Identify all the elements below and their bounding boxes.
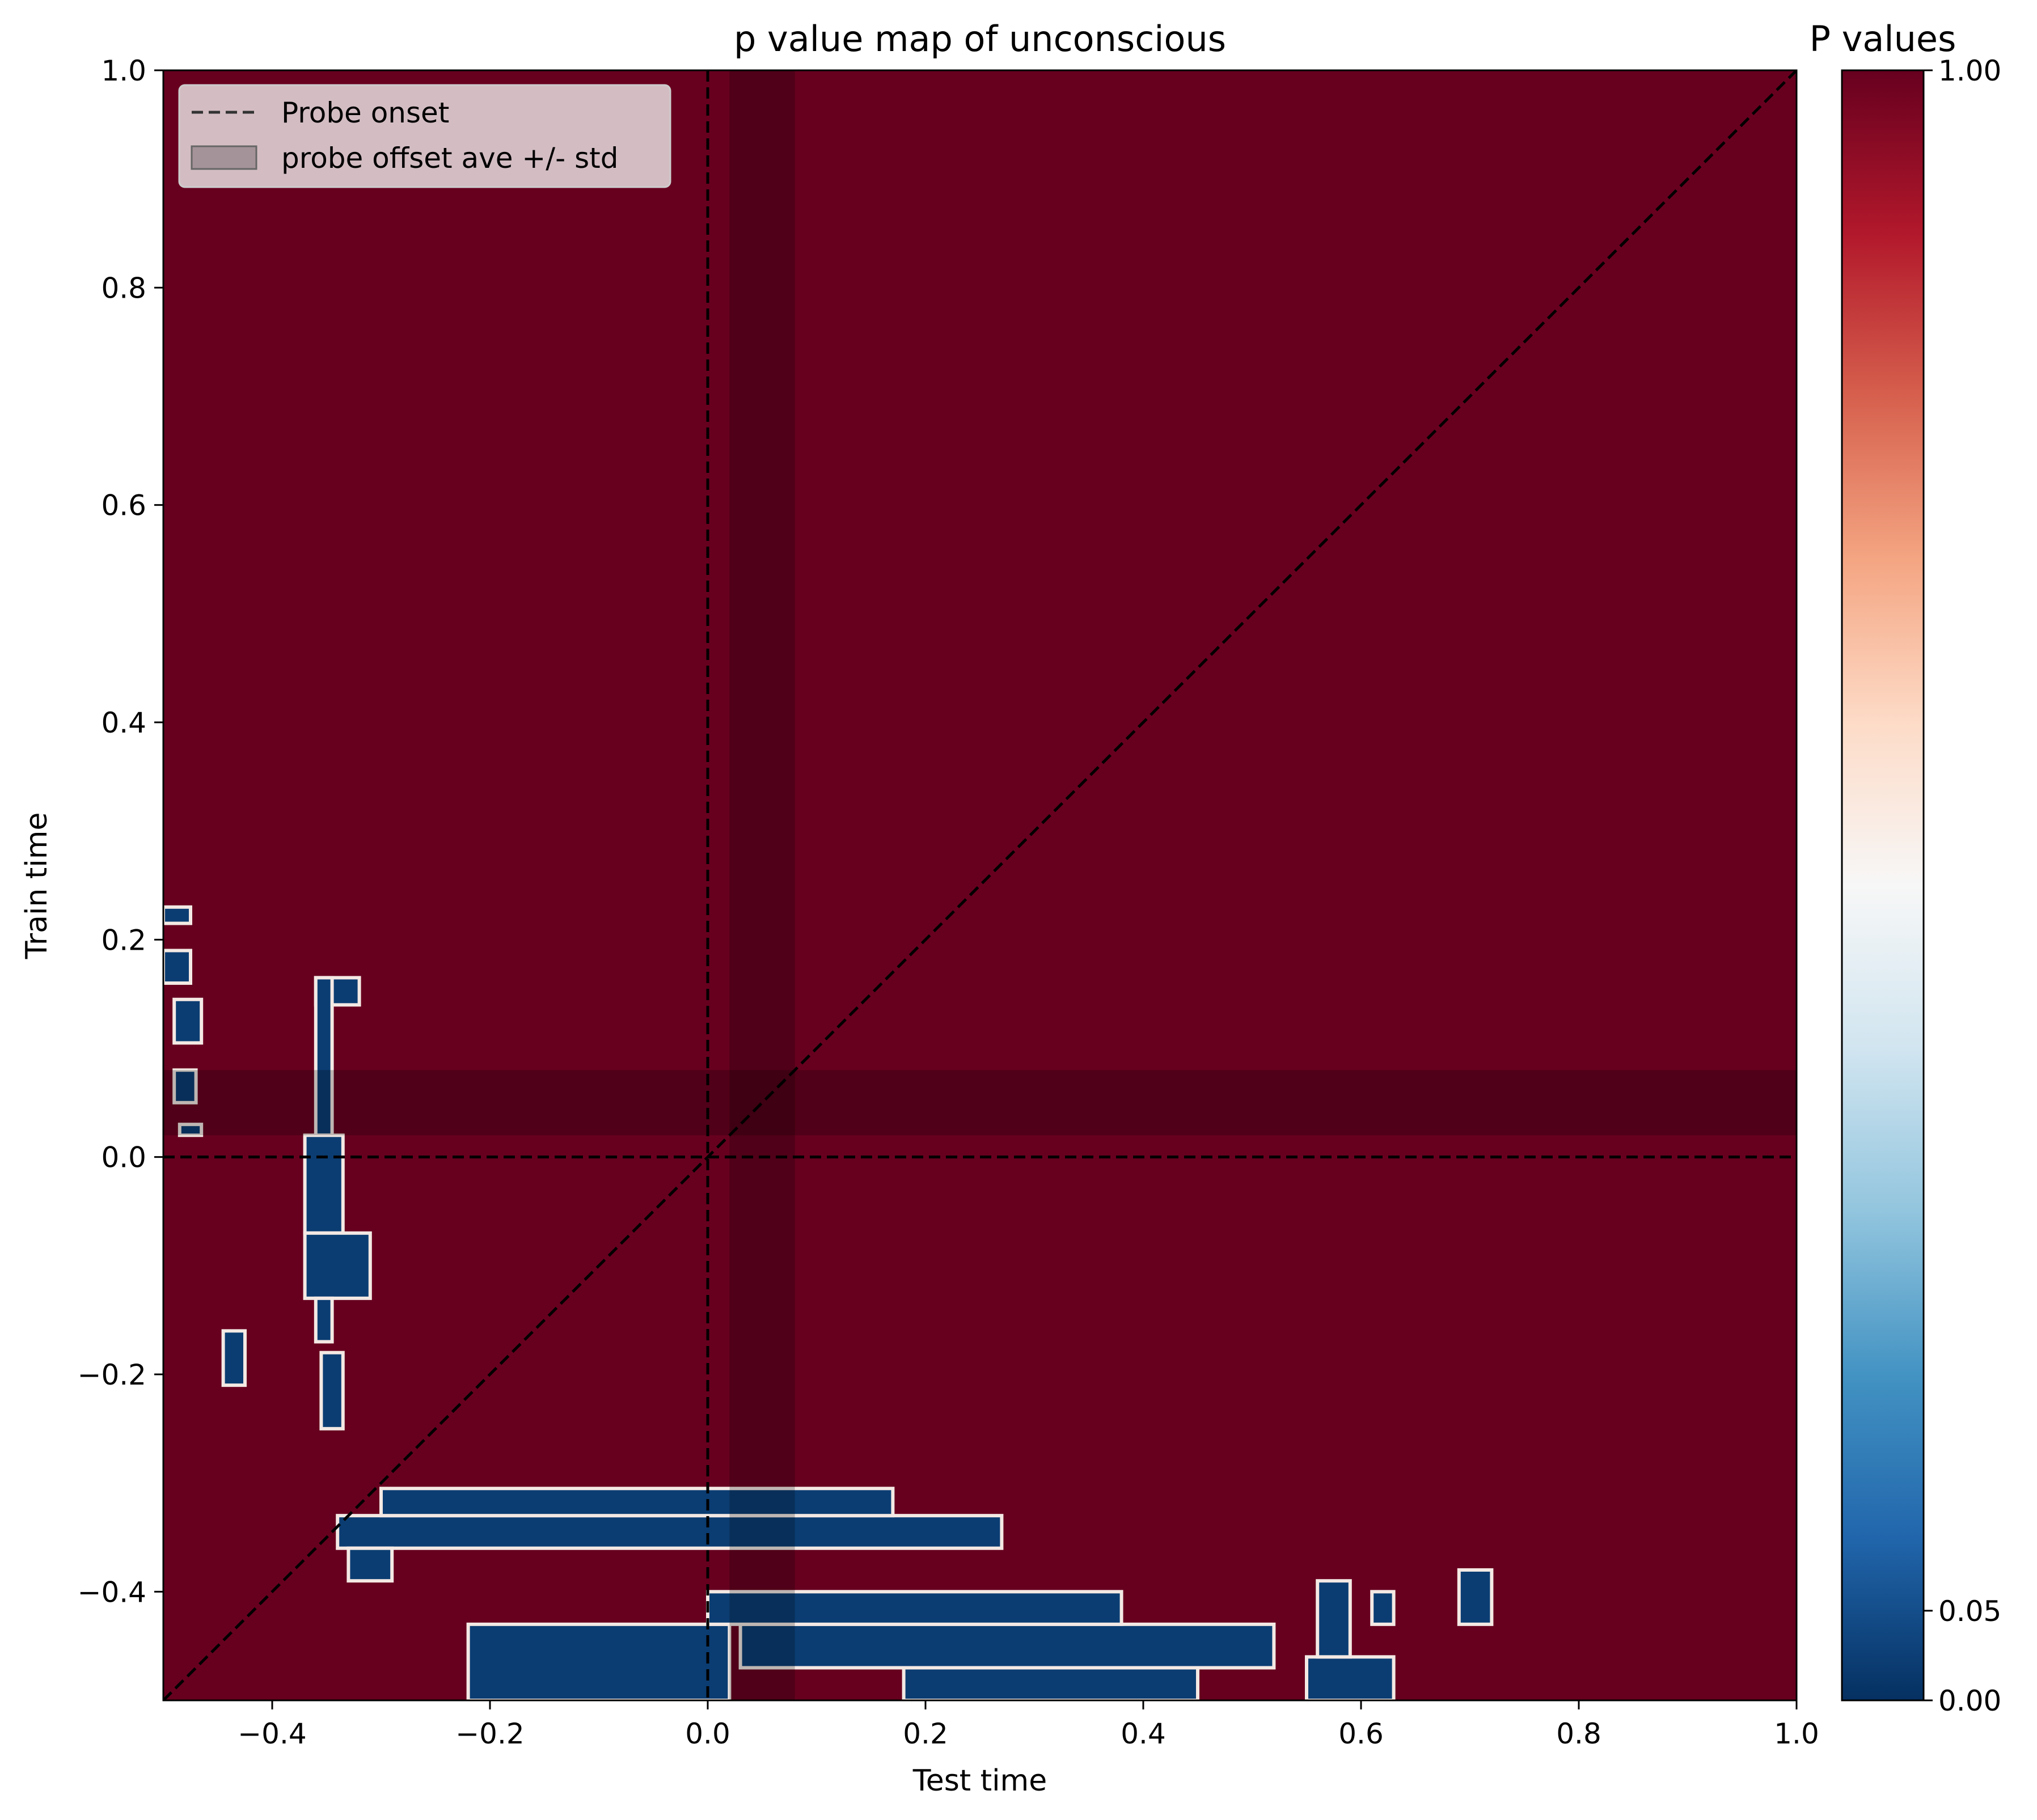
significant-region-12 [336, 1514, 1004, 1550]
y-tick-label: 0.2 [101, 924, 146, 956]
significant-region-13 [379, 1487, 895, 1518]
y-axis-ticks: −0.4 −0.2 0.0 0.2 0.4 0.6 0.8 1.0 [78, 54, 163, 1609]
y-tick-label: −0.2 [78, 1358, 146, 1391]
significant-region-21 [1457, 1568, 1494, 1626]
plot-area [163, 70, 1797, 1700]
chart-title: p value map of unconscious [734, 18, 1226, 60]
x-tick-label: 0.8 [1556, 1717, 1601, 1750]
y-tick-label: 0.4 [101, 706, 146, 739]
colorbar-tick-label: 0.00 [1938, 1684, 2001, 1717]
significant-region-8 [303, 1231, 372, 1300]
significant-region-14 [346, 1546, 394, 1583]
colorbar-ticks: 1.00 0.05 0.00 [1924, 54, 2001, 1717]
significant-region-19 [1305, 1655, 1396, 1700]
x-axis-label: Test time [912, 1764, 1047, 1798]
probe-offset-band-vertical [729, 70, 795, 1700]
legend-probe-offset-label: probe offset ave +/- std [281, 142, 618, 175]
legend-box [178, 84, 671, 188]
significant-region-6 [314, 976, 334, 1137]
colorbar-gradient [1841, 69, 1925, 1702]
significant-region-22 [1370, 1590, 1396, 1626]
y-tick-label: 0.6 [101, 489, 146, 522]
legend: Probe onset probe offset ave +/- std [178, 84, 671, 188]
significant-region-11 [319, 1351, 345, 1430]
y-tick-label: 1.0 [101, 54, 146, 87]
colorbar-tick-label: 1.00 [1938, 54, 2001, 87]
x-axis-ticks: −0.4 −0.2 0.0 0.2 0.4 0.6 0.8 1.0 [238, 1700, 1819, 1750]
colorbar-tick-label: 0.05 [1938, 1595, 2001, 1628]
significant-region-18 [902, 1666, 1199, 1700]
x-tick-label: 0.0 [685, 1717, 730, 1750]
significant-region-1 [163, 949, 192, 985]
plot-frame [162, 69, 1798, 1702]
y-tick-label: 0.8 [101, 272, 146, 304]
diagonal-line [163, 70, 1797, 1700]
y-tick-label: 0.0 [101, 1141, 146, 1174]
reference-lines [163, 70, 1797, 1700]
significant-region-9 [314, 1296, 334, 1344]
significant-region-15 [466, 1622, 732, 1700]
significant-region-4 [178, 1123, 204, 1137]
x-tick-label: −0.2 [455, 1717, 524, 1750]
significant-region-7 [303, 1133, 345, 1235]
colorbar: P values 1.00 0.05 0.00 [1810, 18, 2002, 1717]
x-tick-label: −0.4 [238, 1717, 306, 1750]
significant-region-2 [172, 997, 204, 1045]
probe-offset-bands [163, 70, 1797, 1700]
x-tick-label: 0.2 [903, 1717, 948, 1750]
legend-probe-offset-swatch [191, 145, 257, 170]
significant-region-16 [738, 1622, 1276, 1670]
colorbar-title: P values [1810, 18, 1956, 60]
x-tick-label: 0.4 [1121, 1717, 1166, 1750]
legend-probe-onset-label: Probe onset [281, 96, 449, 129]
significant-region-3 [172, 1068, 198, 1104]
x-tick-label: 1.0 [1774, 1717, 1819, 1750]
y-axis-label: Train time [20, 812, 54, 960]
probe-offset-band-horizontal [163, 1070, 1797, 1136]
significant-region-10 [221, 1329, 247, 1387]
significant-regions [163, 905, 1494, 1700]
x-tick-label: 0.6 [1338, 1717, 1384, 1750]
significant-region-0 [163, 905, 192, 925]
significant-region-20 [1316, 1579, 1352, 1659]
y-tick-label: −0.4 [78, 1576, 146, 1609]
